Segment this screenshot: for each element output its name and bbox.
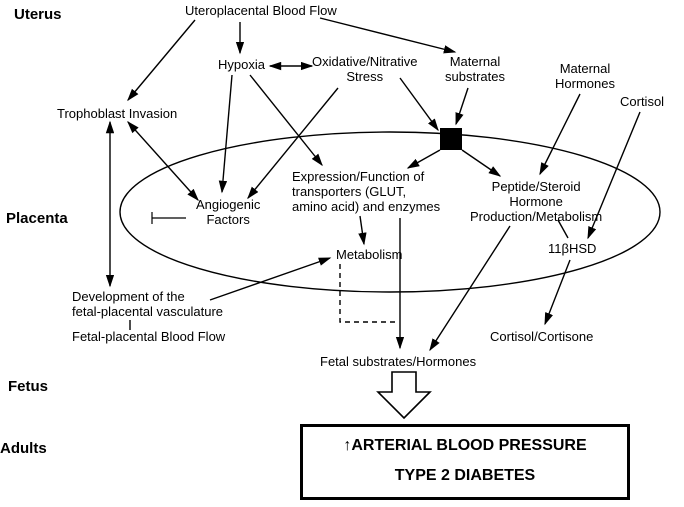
section-fetus: Fetus [8, 378, 48, 395]
node-cortisol: Cortisol [620, 95, 664, 110]
node-maternal-sub: Maternal substrates [445, 55, 505, 85]
black-square-node [440, 128, 462, 150]
outcome-box: ↑ARTERIAL BLOOD PRESSURE TYPE 2 DIABETES [300, 424, 630, 500]
section-uterus: Uterus [14, 6, 62, 23]
node-dev-vasc: Development of the fetal-placental vascu… [72, 290, 223, 320]
outcome-line1: ARTERIAL BLOOD PRESSURE [351, 437, 586, 454]
node-transporters: Expression/Function of transporters (GLU… [292, 170, 440, 215]
big-open-arrow [378, 372, 430, 418]
node-peptide: Peptide/Steroid Hormone Production/Metab… [470, 180, 602, 225]
node-fetal-sub: Fetal substrates/Hormones [320, 355, 476, 370]
node-trophoblast: Trophoblast Invasion [57, 107, 177, 122]
outcome-line2: TYPE 2 DIABETES [315, 467, 615, 485]
node-hypoxia: Hypoxia [218, 58, 265, 73]
node-metabolism: Metabolism [336, 248, 402, 263]
node-angiogenic: Angiogenic Factors [196, 198, 260, 228]
section-placenta: Placenta [6, 210, 68, 227]
node-ubf: Uteroplacental Blood Flow [185, 4, 337, 19]
section-adults: Adults [0, 440, 47, 457]
node-fetal-bf: Fetal-placental Blood Flow [72, 330, 225, 345]
node-maternal-horm: Maternal Hormones [555, 62, 615, 92]
node-oxstress: Oxidative/Nitrative Stress [312, 55, 417, 85]
diagram-canvas: Uterus Placenta Fetus Adults Uteroplacen… [0, 0, 684, 507]
node-hsd: 11βHSD [548, 242, 596, 257]
node-cort-cortisone: Cortisol/Cortisone [490, 330, 593, 345]
